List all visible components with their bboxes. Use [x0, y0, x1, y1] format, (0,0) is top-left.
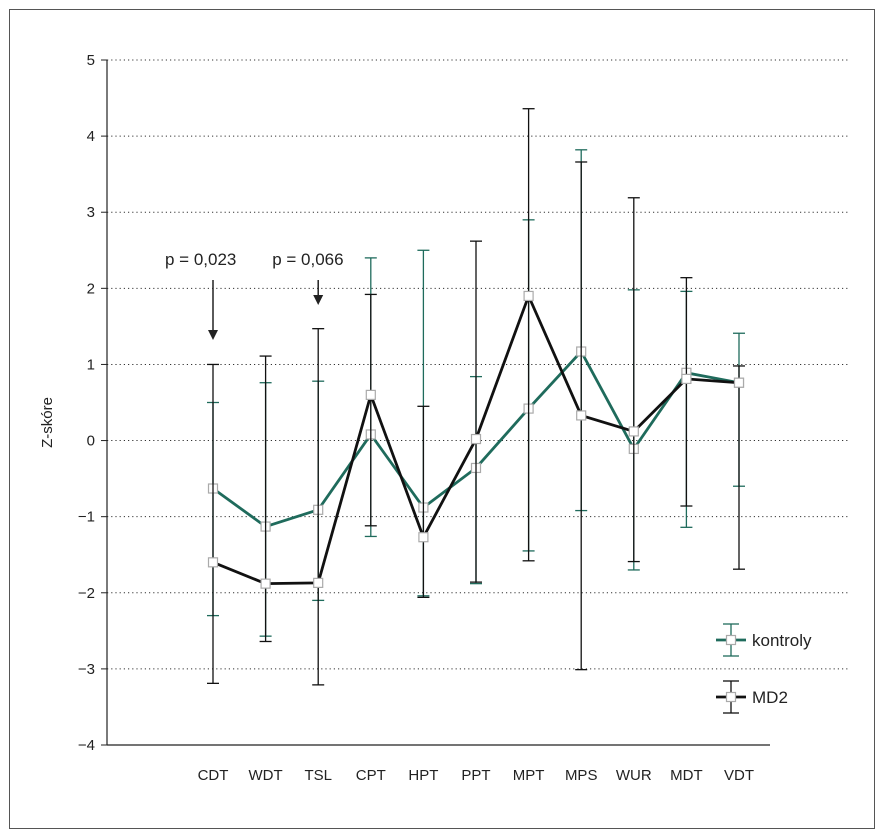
x-tick-label: MPS [565, 767, 598, 784]
legend: kontroly MD2 [716, 623, 812, 714]
legend-marker [725, 691, 737, 703]
y-tick-label: −2 [78, 585, 95, 602]
x-tick-label: MDT [670, 767, 703, 784]
x-tick-label: WDT [249, 767, 283, 784]
series-layer [207, 108, 745, 686]
x-tick-label: VDT [724, 767, 754, 784]
x-tick-label: CPT [356, 767, 386, 784]
y-tick-label: 1 [87, 356, 95, 373]
y-tick-label: −3 [78, 661, 95, 678]
p-value-annotation: p = 0,066 [272, 250, 343, 269]
y-tick-label: 2 [87, 280, 95, 297]
y-axis-label: Z-skóre [39, 397, 56, 448]
legend-marker [725, 634, 737, 646]
axes [101, 59, 770, 746]
y-tick-label: 3 [87, 204, 95, 221]
data-point [576, 410, 587, 421]
data-point [418, 532, 429, 543]
data-point [628, 426, 639, 437]
y-tick-labels: 5 4 3 2 1 0 −1 −2 −3 −4 [78, 52, 95, 754]
y-tick-label: −4 [78, 737, 95, 754]
data-point [470, 433, 482, 445]
x-tick-label: PPT [461, 767, 490, 784]
x-tick-label: TSL [304, 767, 332, 784]
annotation-arrow-head [208, 330, 218, 340]
data-point [681, 373, 692, 385]
y-tick-label: 5 [87, 52, 95, 69]
x-tick-labels: CDT WDT TSL CPT HPT PPT MPT MPS WUR MDT VDT [198, 767, 754, 784]
x-tick-label: CDT [198, 767, 229, 784]
x-tick-label: WUR [616, 767, 652, 784]
series-MD2 [207, 108, 745, 686]
data-point [313, 577, 324, 588]
y-tick-label: −1 [78, 509, 95, 526]
annotation-arrow-head [313, 295, 324, 305]
data-point [365, 389, 376, 400]
annotations: p = 0,023 p = 0,066 [165, 250, 344, 340]
legend-label: MD2 [752, 688, 788, 707]
data-point [733, 377, 745, 388]
data-point [260, 578, 271, 589]
y-tick-label: 4 [87, 128, 95, 145]
p-value-annotation: p = 0,023 [165, 250, 236, 269]
y-tick-label: 0 [87, 433, 95, 450]
legend-item-MD2: MD2 [716, 680, 788, 714]
x-tick-label: HPT [408, 767, 438, 784]
data-point [523, 290, 534, 302]
legend-item-kontroly: kontroly [716, 623, 812, 657]
legend-label: kontroly [752, 631, 812, 650]
data-point [207, 557, 219, 568]
x-tick-label: MPT [513, 767, 545, 784]
